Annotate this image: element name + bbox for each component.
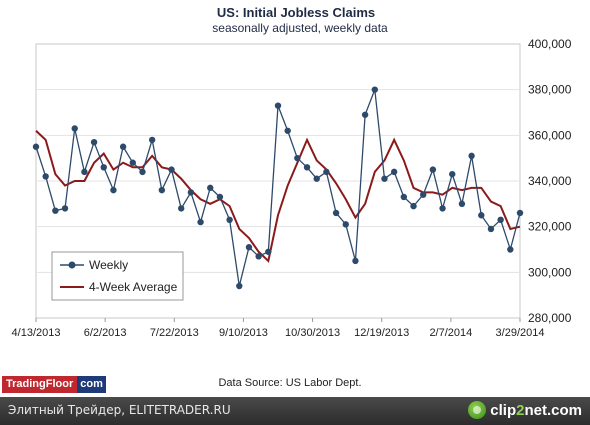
x-axis-ticks: 4/13/2013 6/2/2013 7/22/2013 9/10/2013 10/30… bbox=[12, 318, 545, 339]
data-source: Data Source: US Labor Dept. bbox=[218, 377, 361, 389]
clip2net-logo: clip2net.com bbox=[468, 401, 582, 419]
x-tick-label: 9/10/2013 bbox=[219, 327, 268, 339]
x-tick-label: 12/19/2013 bbox=[354, 327, 409, 339]
weekly-point bbox=[245, 244, 253, 251]
weekly-point bbox=[323, 168, 330, 176]
weekly-point bbox=[361, 111, 369, 118]
weekly-point bbox=[129, 159, 136, 166]
weekly-point bbox=[158, 186, 166, 194]
weekly-point bbox=[207, 184, 214, 192]
weekly-point bbox=[371, 86, 378, 93]
legend-weekly-marker bbox=[68, 261, 76, 269]
y-tick-label: 360,000 bbox=[528, 128, 572, 142]
legend-average-label: 4-Week Average bbox=[89, 280, 178, 294]
weekly-point bbox=[61, 205, 69, 212]
weekly-point bbox=[294, 154, 301, 162]
legend: Weekly 4-Week Average bbox=[51, 251, 184, 301]
weekly-point bbox=[100, 164, 107, 171]
weekly-point bbox=[400, 193, 408, 201]
weekly-point bbox=[148, 136, 156, 144]
weekly-point bbox=[255, 253, 262, 260]
weekly-point bbox=[139, 168, 146, 176]
weekly-point bbox=[468, 152, 475, 160]
weekly-point bbox=[381, 175, 388, 182]
weekly-point bbox=[216, 193, 224, 201]
footer-bar: Элитный Трейдер, ELITETRADER.RU clip2net… bbox=[0, 397, 590, 425]
weekly-point bbox=[507, 246, 514, 253]
y-tick-label: 320,000 bbox=[528, 220, 572, 234]
weekly-point bbox=[187, 189, 195, 196]
y-tick-label: 380,000 bbox=[528, 83, 572, 97]
weekly-point bbox=[342, 221, 349, 228]
weekly-point bbox=[32, 143, 40, 150]
weekly-point bbox=[332, 209, 340, 217]
weekly-point bbox=[52, 207, 59, 214]
weekly-point bbox=[42, 173, 49, 180]
x-tick-label: 4/13/2013 bbox=[12, 327, 61, 339]
weekly-point bbox=[478, 212, 485, 219]
series-group bbox=[32, 86, 524, 290]
weekly-point bbox=[420, 191, 427, 198]
y-axis-ticks: 280,000 300,000 320,000 340,000 360,000 380,0… bbox=[528, 37, 572, 325]
weekly-point bbox=[487, 225, 495, 233]
weekly-point bbox=[178, 205, 185, 212]
tradingfloor-logo: TradingFloor com bbox=[2, 376, 106, 393]
x-tick-label: 10/30/2013 bbox=[285, 327, 340, 339]
weekly-point bbox=[313, 175, 320, 182]
y-tick-label: 280,000 bbox=[528, 311, 572, 325]
weekly-point bbox=[90, 138, 98, 146]
weekly-point bbox=[119, 143, 127, 150]
weekly-point bbox=[110, 186, 117, 194]
weekly-point bbox=[516, 209, 524, 217]
y-tick-label: 340,000 bbox=[528, 174, 572, 188]
chart-subtitle: seasonally adjusted, weekly data bbox=[212, 21, 388, 35]
weekly-point bbox=[410, 202, 417, 210]
y-tick-label: 400,000 bbox=[528, 37, 572, 51]
weekly-point bbox=[197, 218, 204, 226]
weekly-point bbox=[352, 257, 359, 265]
x-tick-label: 2/7/2014 bbox=[429, 327, 472, 339]
weekly-point bbox=[71, 125, 78, 132]
brand-com: com bbox=[77, 376, 106, 393]
weekly-point bbox=[236, 282, 243, 290]
clip2net-icon bbox=[468, 401, 487, 419]
weekly-point bbox=[429, 166, 437, 173]
weekly-point bbox=[439, 205, 446, 212]
weekly-point bbox=[458, 200, 466, 208]
legend-box bbox=[51, 251, 184, 301]
weekly-point bbox=[390, 168, 398, 176]
x-tick-label: 6/2/2013 bbox=[84, 327, 127, 339]
chart-title: US: Initial Jobless Claims bbox=[217, 5, 375, 20]
weekly-point bbox=[449, 170, 456, 178]
clip2net-text: clip2net.com bbox=[490, 401, 582, 419]
x-tick-label: 7/22/2013 bbox=[150, 327, 199, 339]
chart-svg: US: Initial Jobless Claims seasonally ad… bbox=[12, 5, 572, 389]
weekly-point bbox=[303, 164, 311, 171]
weekly-point bbox=[284, 127, 291, 134]
weekly-point bbox=[497, 216, 504, 224]
brand-main: TradingFloor bbox=[2, 376, 78, 393]
weekly-point bbox=[265, 248, 272, 255]
legend-weekly-label: Weekly bbox=[89, 258, 128, 272]
y-tick-label: 300,000 bbox=[528, 265, 572, 279]
weekly-point bbox=[226, 216, 233, 224]
weekly-point bbox=[274, 102, 282, 109]
weekly-point bbox=[81, 168, 88, 176]
weekly-point bbox=[168, 166, 175, 173]
footer-caption: Элитный Трейдер, ELITETRADER.RU bbox=[8, 403, 231, 417]
x-tick-label: 3/29/2014 bbox=[496, 327, 545, 339]
